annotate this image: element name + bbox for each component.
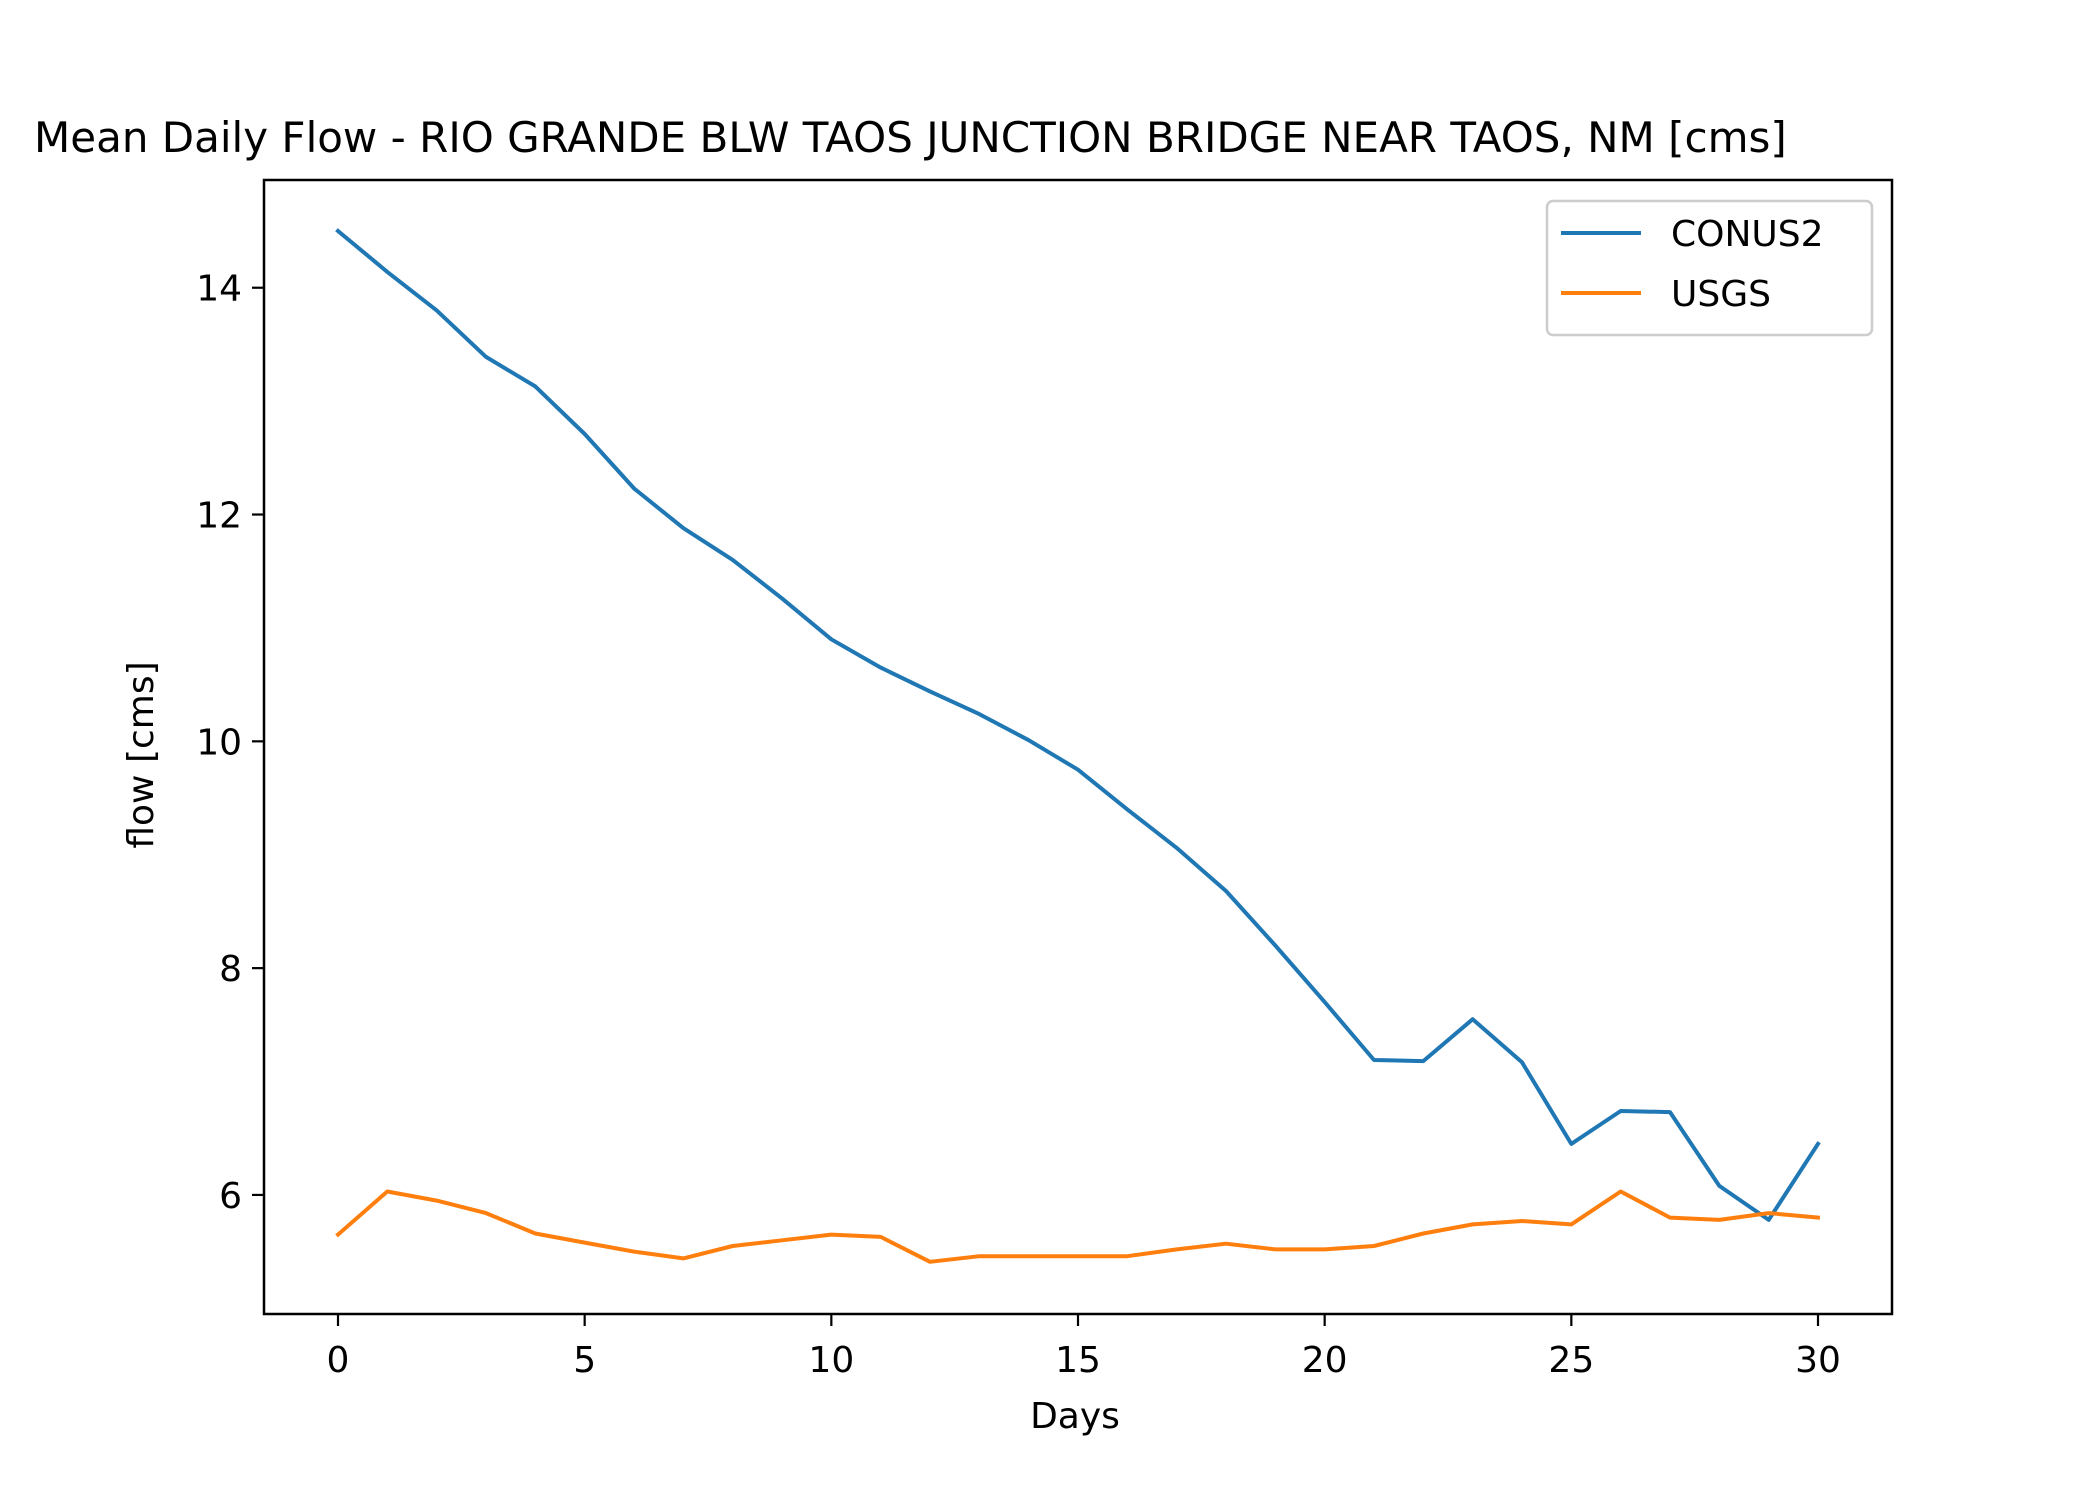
y-axis: 6 8 10 12 14 [196,269,264,1217]
x-tick-label: 5 [573,1340,596,1381]
x-axis: 0 5 10 15 20 25 30 [327,1314,1841,1381]
x-tick-label: 20 [1302,1340,1348,1381]
legend-label-usgs: USGS [1671,274,1771,315]
y-axis-label: flow [cms] [121,661,162,848]
y-tick-label: 6 [219,1176,242,1217]
x-tick-label: 0 [327,1340,350,1381]
series-line-conus2 [335,228,1821,1222]
legend-label-conus2: CONUS2 [1671,214,1824,255]
legend: CONUS2 USGS [1545,199,1874,337]
y-tick-label: 12 [196,496,242,537]
x-tick-label: 25 [1548,1340,1594,1381]
x-tick-label: 30 [1795,1340,1841,1381]
series-line-usgs [335,1189,1821,1264]
y-tick-label: 8 [219,949,242,990]
x-axis-label: Days [1030,1396,1120,1437]
x-tick-label: 15 [1055,1340,1101,1381]
y-tick-label: 14 [196,269,242,310]
plot-area [335,228,1821,1264]
x-tick-label: 10 [808,1340,854,1381]
chart-title: Mean Daily Flow - RIO GRANDE BLW TAOS JU… [34,113,1787,162]
axes-frame [262,178,1894,1316]
y-tick-label: 10 [196,722,242,763]
